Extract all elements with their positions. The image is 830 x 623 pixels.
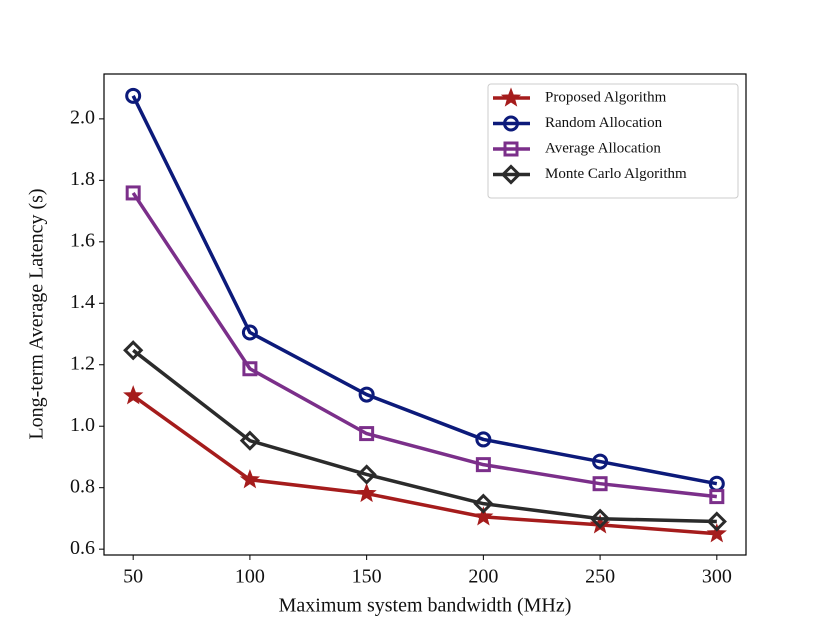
- data-point: [125, 87, 142, 104]
- x-tick-label: 100: [235, 566, 265, 588]
- y-tick-label: 1.2: [70, 352, 95, 374]
- data-point: [473, 493, 494, 514]
- legend: Proposed Algorithm Random Allocation Avera…: [487, 83, 739, 199]
- data-point: [356, 482, 377, 503]
- y-tick-label: 1.6: [70, 229, 95, 251]
- series-line: [131, 191, 718, 499]
- data-point: [592, 476, 608, 492]
- data-point: [473, 506, 494, 526]
- legend-box: [487, 83, 739, 199]
- y-tick-label: 0.6: [70, 537, 95, 559]
- data-point: [125, 185, 141, 201]
- series-line: [132, 348, 717, 524]
- data-point: [239, 469, 261, 489]
- legend-marker: [503, 141, 519, 157]
- legend-label: Proposed Algorithm: [545, 89, 667, 105]
- data-point: [356, 464, 377, 485]
- data-point: [592, 453, 609, 470]
- x-tick-label: 150: [352, 566, 382, 588]
- x-tick-label: 200: [468, 566, 498, 588]
- y-tick-label: 0.8: [70, 475, 95, 497]
- y-tick-label: 1.4: [70, 291, 95, 313]
- series-line: [132, 394, 717, 536]
- y-tick-label: 1.8: [70, 168, 95, 190]
- data-point: [709, 489, 725, 505]
- x-tick-label: 250: [585, 566, 615, 588]
- data-point: [589, 508, 611, 529]
- data-point: [359, 426, 375, 442]
- data-point: [242, 361, 258, 377]
- y-tick-label: 2.0: [70, 106, 95, 128]
- legend-marker: [503, 115, 519, 132]
- data-point: [123, 340, 144, 361]
- x-tick-label: 300: [702, 566, 732, 588]
- data-point: [475, 431, 492, 448]
- legend-label: Random Allocation: [545, 115, 663, 131]
- y-tick-label: 1.0: [70, 414, 95, 436]
- legend-label: Average Allocation: [545, 140, 661, 156]
- x-tick-label: 50: [123, 566, 143, 588]
- series-line: [131, 95, 718, 486]
- legend-label: Monte Carlo Algorithm: [545, 166, 687, 182]
- data-point: [706, 511, 727, 532]
- x-axis-label: Maximum system bandwidth (MHz): [279, 595, 572, 617]
- legend-marker: [500, 87, 522, 107]
- legend-marker: [500, 164, 522, 185]
- data-point: [706, 523, 727, 543]
- data-point: [358, 386, 375, 403]
- data-point: [123, 385, 144, 405]
- plot-frame: [103, 73, 747, 556]
- data-point: [239, 430, 261, 451]
- data-point: [241, 324, 258, 341]
- y-axis-label: Long-term Average Latency (s): [26, 188, 48, 439]
- data-point: [475, 457, 491, 473]
